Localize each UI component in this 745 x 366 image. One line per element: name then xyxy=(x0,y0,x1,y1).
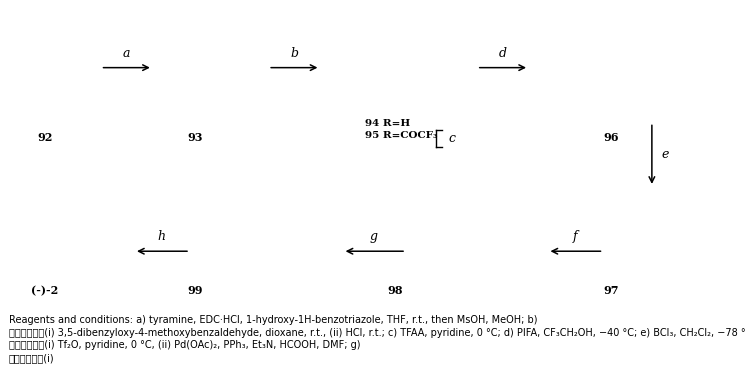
Text: 97: 97 xyxy=(603,285,618,296)
Text: (-)-2: (-)-2 xyxy=(31,285,58,296)
Text: d: d xyxy=(499,46,507,60)
Text: 99: 99 xyxy=(188,285,203,296)
Text: 98: 98 xyxy=(387,285,402,296)
Text: 93: 93 xyxy=(188,132,203,143)
Text: h: h xyxy=(158,230,165,243)
Text: e: e xyxy=(662,148,669,161)
Text: 94 R=H
95 R=COCF₃: 94 R=H 95 R=COCF₃ xyxy=(365,119,437,140)
Text: 96: 96 xyxy=(603,132,618,143)
Text: a: a xyxy=(123,46,130,60)
Text: b: b xyxy=(291,46,298,60)
Text: g: g xyxy=(370,230,378,243)
Text: 92: 92 xyxy=(37,132,52,143)
Text: f: f xyxy=(573,230,577,243)
Text: Reagents and conditions: a) tyramine, EDC·HCl, 1-hydroxy-1H-benzotriazole, THF, : Reagents and conditions: a) tyramine, ED… xyxy=(9,315,745,366)
Text: c: c xyxy=(448,132,455,145)
